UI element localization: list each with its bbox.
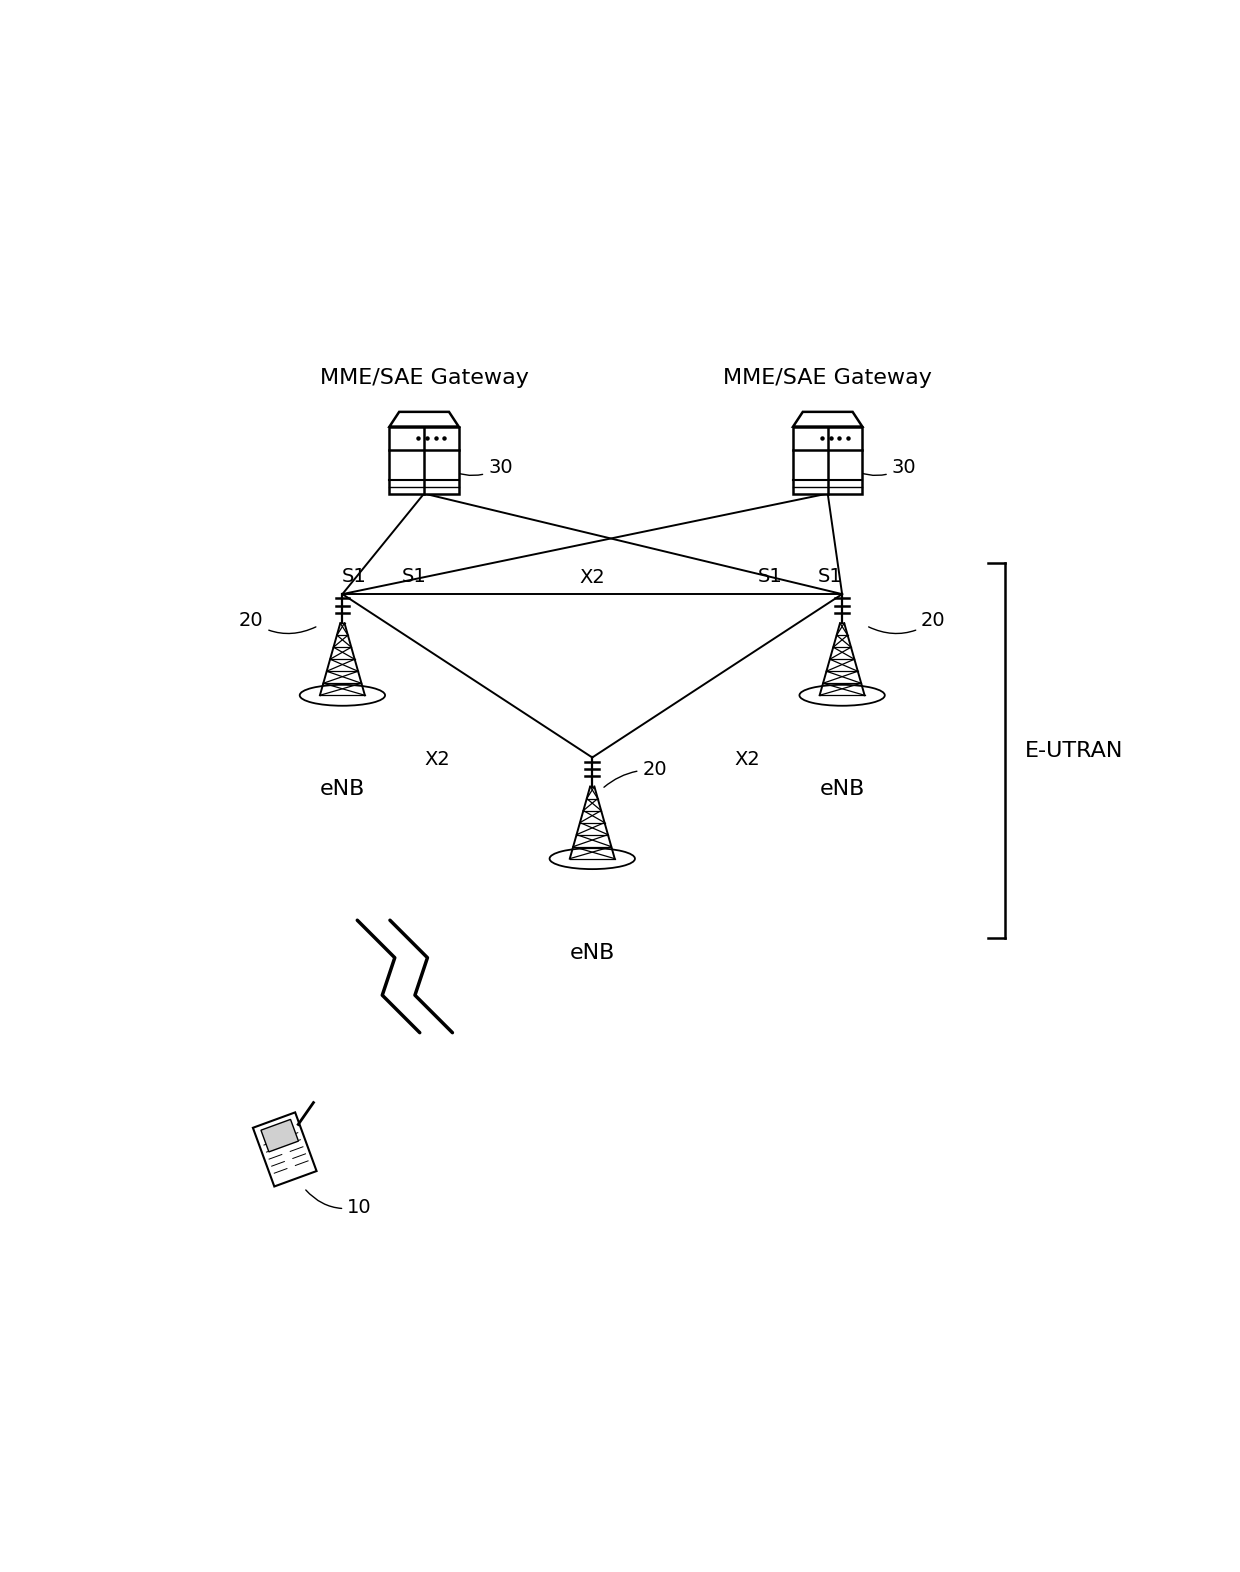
Ellipse shape [300,685,386,706]
Text: S1: S1 [758,567,782,586]
Text: MME/SAE Gateway: MME/SAE Gateway [320,368,528,388]
Text: 30: 30 [448,457,512,476]
Polygon shape [260,1119,299,1152]
Polygon shape [253,1113,316,1187]
Text: 20: 20 [869,612,946,634]
Text: 20: 20 [604,761,667,788]
Text: E-UTRAN: E-UTRAN [1024,740,1123,761]
Text: 30: 30 [851,457,916,476]
Text: S1: S1 [818,567,843,586]
Text: eNB: eNB [569,943,615,962]
Text: 10: 10 [306,1190,372,1217]
Text: X2: X2 [579,567,605,586]
Ellipse shape [549,849,635,869]
Text: X2: X2 [424,750,450,769]
Polygon shape [389,412,459,426]
Polygon shape [794,412,862,426]
Text: MME/SAE Gateway: MME/SAE Gateway [723,368,932,388]
Text: X2: X2 [734,750,760,769]
Text: S1: S1 [402,567,427,586]
Bar [389,426,459,494]
Ellipse shape [800,685,885,706]
Bar [794,426,862,494]
Text: S1: S1 [341,567,366,586]
Text: 20: 20 [239,612,316,634]
Text: eNB: eNB [820,780,864,800]
Text: eNB: eNB [320,780,365,800]
